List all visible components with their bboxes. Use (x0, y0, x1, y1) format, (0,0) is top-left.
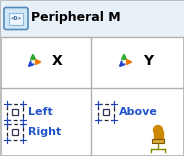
Text: Y: Y (143, 54, 153, 68)
Text: <D>: <D> (10, 16, 22, 21)
Bar (103, 109, 109, 115)
Bar (9, 12, 23, 24)
Text: Right: Right (28, 127, 61, 137)
Text: Left: Left (28, 107, 53, 117)
Text: X: X (52, 54, 63, 68)
Bar (7, 104, 23, 120)
Bar (7, 124, 23, 140)
Text: Peripheral M: Peripheral M (31, 12, 121, 24)
Bar (98, 104, 114, 120)
Circle shape (153, 125, 162, 134)
Bar (1, 0, 183, 37)
Bar (152, 139, 164, 143)
Bar (12, 129, 18, 135)
Bar (153, 131, 162, 139)
Text: Above: Above (119, 107, 158, 117)
Bar (12, 109, 18, 115)
FancyBboxPatch shape (4, 7, 28, 29)
